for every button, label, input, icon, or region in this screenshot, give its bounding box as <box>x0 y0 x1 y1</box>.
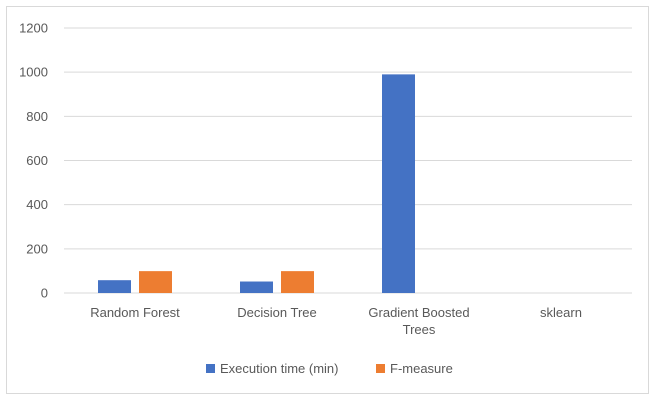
bar-f-measure <box>139 271 172 293</box>
x-category-label: Trees <box>403 322 436 337</box>
x-category-label: Gradient Boosted <box>368 305 469 320</box>
y-tick-label: 400 <box>26 197 48 212</box>
y-tick-label: 200 <box>26 241 48 256</box>
y-tick-label: 1000 <box>19 65 48 80</box>
legend-label: F-measure <box>390 361 453 376</box>
bar-execution-time <box>382 74 415 293</box>
y-tick-label: 0 <box>41 286 48 301</box>
legend-label: Execution time (min) <box>220 361 338 376</box>
legend-swatch <box>206 364 215 373</box>
bar-execution-time <box>240 281 273 293</box>
y-tick-label: 1200 <box>19 21 48 36</box>
y-tick-label: 600 <box>26 153 48 168</box>
x-category-label: Random Forest <box>90 305 180 320</box>
legend-swatch <box>376 364 385 373</box>
bar-f-measure <box>281 271 314 293</box>
chart-frame <box>6 6 649 394</box>
x-category-label: sklearn <box>540 305 582 320</box>
bar-execution-time <box>98 280 131 293</box>
x-category-label: Decision Tree <box>237 305 316 320</box>
y-tick-label: 800 <box>26 109 48 124</box>
